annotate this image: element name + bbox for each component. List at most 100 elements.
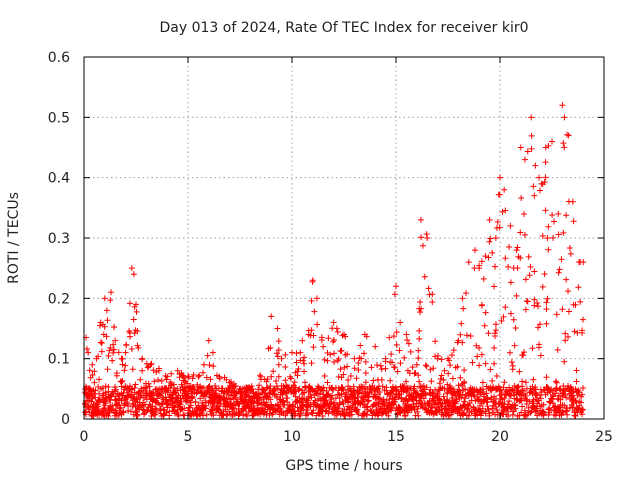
data-point [319, 412, 326, 419]
data-point [447, 384, 454, 391]
chart-title: Day 013 of 2024, Rate Of TEC Index for r… [159, 20, 528, 36]
data-point [553, 379, 560, 386]
data-point [105, 412, 112, 419]
data-point [112, 337, 119, 344]
data-point [121, 367, 128, 374]
data-point [257, 411, 264, 418]
data-point [268, 373, 275, 380]
data-point [148, 360, 155, 367]
data-point [517, 144, 524, 151]
data-point [226, 385, 233, 392]
data-point [275, 361, 282, 368]
y-tick-label: 0.1 [48, 352, 70, 368]
data-point [536, 321, 543, 328]
data-point [502, 207, 509, 214]
data-point [110, 349, 117, 356]
data-point [308, 360, 315, 367]
data-point [295, 365, 302, 372]
data-point [324, 379, 331, 386]
data-point [514, 384, 521, 391]
data-point [263, 378, 270, 385]
data-point [255, 400, 262, 407]
data-point [457, 331, 464, 338]
data-point [301, 360, 308, 367]
data-point [539, 283, 546, 290]
data-point [495, 383, 502, 390]
data-point [492, 327, 499, 334]
data-point [575, 284, 582, 291]
grid-lines [84, 57, 604, 419]
y-tick-label: 0.2 [48, 291, 70, 307]
data-point [543, 299, 550, 306]
data-point [555, 269, 562, 276]
data-point [561, 114, 568, 121]
data-point [358, 355, 365, 362]
data-point [497, 174, 503, 181]
data-point [243, 412, 250, 419]
data-point [580, 259, 587, 266]
data-point [478, 258, 485, 265]
data-point [489, 377, 496, 384]
data-point [506, 243, 513, 250]
data-point [327, 351, 334, 358]
data-point [282, 377, 289, 384]
data-point [272, 378, 279, 385]
data-point [388, 351, 395, 358]
data-point [362, 370, 369, 377]
data-point [556, 266, 563, 273]
data-point [489, 249, 496, 256]
data-point [86, 385, 93, 392]
data-point [282, 363, 289, 370]
data-point [118, 378, 125, 385]
data-point [469, 359, 476, 366]
data-point [397, 360, 404, 367]
y-tick-label: 0.3 [48, 231, 70, 247]
data-point [180, 372, 187, 379]
data-point [130, 271, 137, 278]
data-point [101, 295, 108, 302]
data-point [491, 283, 498, 290]
data-point [519, 378, 526, 385]
data-point [480, 275, 487, 282]
data-point [232, 382, 239, 389]
data-point [579, 384, 586, 391]
data-point [474, 353, 481, 360]
data-point [378, 376, 385, 383]
data-point [131, 303, 138, 310]
data-point [579, 316, 586, 323]
data-point [275, 347, 282, 354]
data-point [139, 355, 146, 362]
data-point [494, 219, 501, 226]
data-point [545, 223, 552, 230]
data-point [132, 381, 139, 388]
data-point [308, 327, 315, 334]
data-point [184, 380, 191, 387]
data-point [492, 263, 499, 270]
data-point [544, 384, 551, 391]
data-point [110, 341, 117, 348]
data-point [476, 362, 483, 369]
data-point [273, 393, 280, 400]
data-point [414, 390, 421, 397]
data-point [440, 393, 447, 400]
data-point [347, 372, 354, 379]
data-point [345, 376, 352, 383]
data-point [264, 376, 271, 383]
data-point [372, 343, 379, 350]
data-point [96, 376, 103, 383]
data-point [95, 403, 102, 410]
data-point [554, 395, 561, 402]
data-point [231, 383, 238, 390]
data-point [396, 347, 403, 354]
data-point [508, 359, 515, 366]
data-point [549, 212, 556, 219]
data-point [528, 145, 535, 152]
data-point [309, 410, 316, 417]
data-point [521, 211, 528, 218]
data-point [455, 337, 462, 344]
data-point [190, 371, 197, 378]
data-point [542, 207, 549, 214]
data-point [426, 400, 433, 407]
data-point [341, 364, 348, 371]
data-point [102, 383, 109, 390]
